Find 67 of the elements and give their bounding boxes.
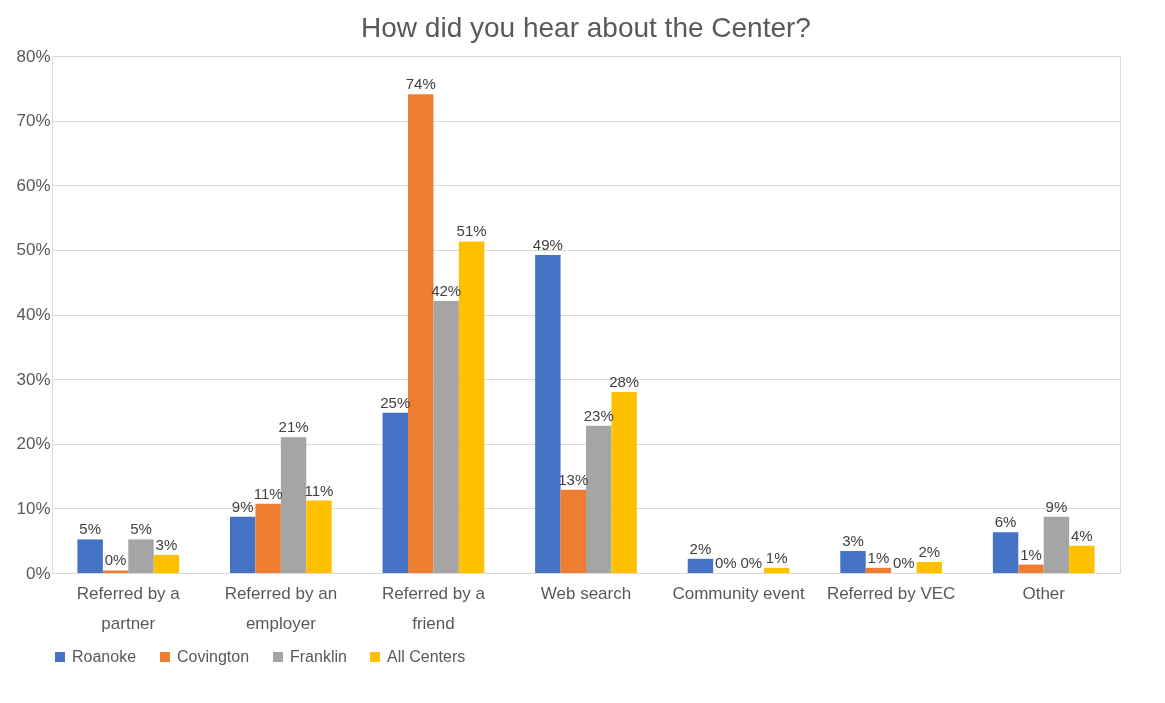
data-label: 2% <box>918 543 941 561</box>
bar <box>280 437 307 573</box>
data-label: 0% <box>715 554 737 571</box>
x-tick-label: Other <box>1022 583 1066 603</box>
data-label: 5% <box>79 520 101 538</box>
legend-label: All Centers <box>387 648 466 665</box>
data-label: 11% <box>304 481 334 499</box>
y-tick-label: 10% <box>16 498 51 518</box>
data-label: 21% <box>278 418 309 436</box>
data-label: 2% <box>689 539 712 557</box>
data-label: 0% <box>893 554 915 571</box>
x-tick-label: Community event <box>672 583 805 603</box>
data-label: 6% <box>994 513 1017 531</box>
bar <box>687 558 714 573</box>
bar <box>840 551 866 573</box>
bar <box>586 425 612 573</box>
y-tick-label: 20% <box>16 434 51 454</box>
bar <box>255 503 281 573</box>
bar <box>382 412 408 573</box>
bar <box>153 554 180 573</box>
legend-label: Franklin <box>290 648 347 665</box>
y-tick-label: 70% <box>16 111 51 131</box>
bar <box>77 539 103 573</box>
data-label: 1% <box>867 548 890 566</box>
data-label: 11% <box>253 484 283 502</box>
x-tick-label: Referred by VEC <box>826 583 956 603</box>
bar <box>764 567 790 573</box>
x-tick-label: Referred by a partner <box>76 583 181 633</box>
legend-label: Covington <box>177 648 250 665</box>
x-tick-label: Web search <box>540 583 632 603</box>
data-label: 74% <box>405 75 436 93</box>
bar <box>916 562 942 573</box>
y-tick-label: 0% <box>25 563 51 583</box>
bar <box>306 500 332 573</box>
data-label: 28% <box>609 373 640 391</box>
bar <box>1043 516 1070 573</box>
bar <box>535 255 561 573</box>
data-label: 3% <box>842 532 864 550</box>
y-tick-label: 40% <box>16 305 51 324</box>
bar <box>1018 564 1044 573</box>
data-label: 0% <box>104 551 127 569</box>
x-tick-label: Referred by an employer <box>224 583 338 633</box>
data-label: 49% <box>532 236 563 254</box>
data-label: 51% <box>456 222 487 240</box>
bar <box>865 567 892 573</box>
data-label: 1% <box>765 548 788 566</box>
bar <box>992 532 1019 573</box>
data-label: 5% <box>130 520 152 538</box>
data-label: 1% <box>1020 545 1042 563</box>
data-label: 4% <box>1071 526 1093 544</box>
data-label: 3% <box>155 535 178 553</box>
y-tick-label: 30% <box>16 369 51 389</box>
bar <box>128 539 154 573</box>
data-label: 9% <box>231 497 254 515</box>
bar <box>230 516 256 573</box>
bar <box>560 489 586 573</box>
chart-title: How did you hear about the Center? <box>361 12 811 43</box>
bar <box>433 300 459 573</box>
y-tick-label: 60% <box>16 175 51 195</box>
y-tick-label: 80% <box>16 46 51 66</box>
x-tick-label: Referred by a friend <box>381 583 486 633</box>
y-tick-label: 50% <box>16 240 51 260</box>
data-label: 0% <box>740 554 763 571</box>
bar <box>1069 545 1095 573</box>
bar <box>102 570 129 573</box>
data-label: 9% <box>1045 497 1068 515</box>
legend-label: Roanoke <box>72 648 137 665</box>
